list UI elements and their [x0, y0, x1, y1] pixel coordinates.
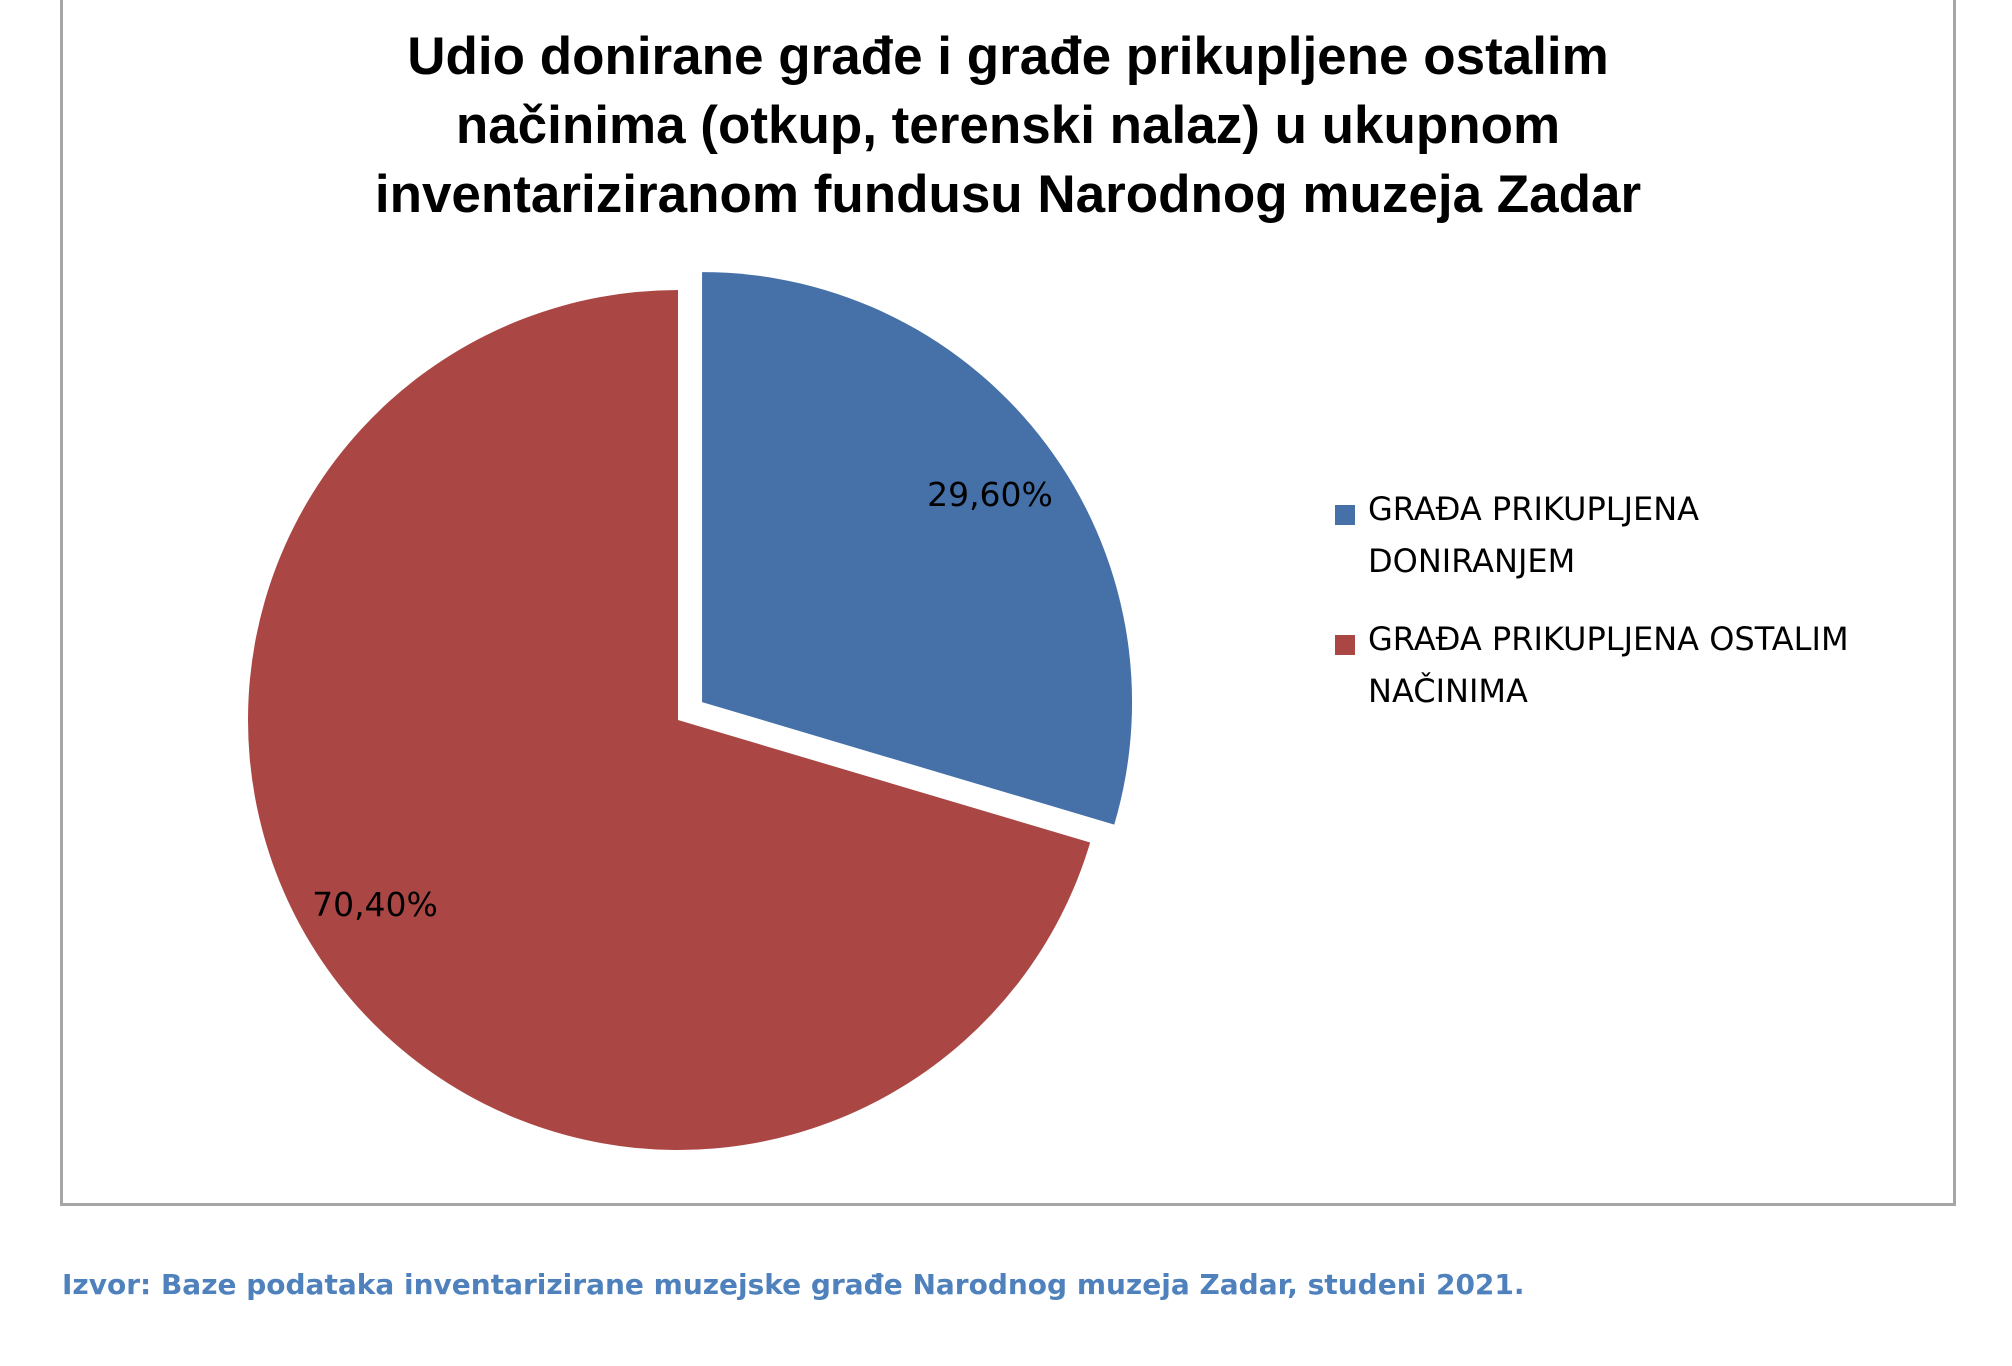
- pie-slice-1: [702, 272, 1133, 825]
- legend-swatch-other: [1335, 635, 1355, 655]
- legend: GRAĐA PRIKUPLJENA DONIRANJEM GRAĐA PRIKU…: [1335, 483, 1935, 743]
- legend-label-donated-line-1: GRAĐA PRIKUPLJENA: [1368, 490, 1700, 528]
- legend-label-other-line-2: NAČINIMA: [1368, 672, 1528, 710]
- pie-slice-label-2: 70,40%: [312, 885, 438, 924]
- legend-label-donated: GRAĐA PRIKUPLJENA DONIRANJEM: [1368, 483, 1928, 587]
- chart-title-line-3: inventariziranom fundusu Narodnog muzeja…: [374, 165, 1642, 224]
- legend-label-donated-line-2: DONIRANJEM: [1368, 542, 1576, 580]
- chart-title-line-1: Udio donirane građe i građe prikupljene …: [407, 27, 1609, 86]
- legend-label-other-line-1: GRAĐA PRIKUPLJENA OSTALIM: [1368, 620, 1849, 658]
- source-note: Izvor: Baze podataka inventarizirane muz…: [62, 1268, 1525, 1301]
- legend-item-other: GRAĐA PRIKUPLJENA OSTALIM NAČINIMA: [1335, 613, 1935, 717]
- legend-item-donated: GRAĐA PRIKUPLJENA DONIRANJEM: [1335, 483, 1935, 587]
- chart-title-line-2: načinima (otkup, terenski nalaz) u ukupn…: [455, 96, 1561, 155]
- legend-label-other: GRAĐA PRIKUPLJENA OSTALIM NAČINIMA: [1368, 613, 1928, 717]
- chart-title: Udio donirane građe i građe prikupljene …: [60, 22, 1956, 229]
- pie-slice-2: [248, 290, 1091, 1150]
- pie-slice-label-1: 29,60%: [927, 475, 1053, 514]
- legend-swatch-donated: [1335, 505, 1355, 525]
